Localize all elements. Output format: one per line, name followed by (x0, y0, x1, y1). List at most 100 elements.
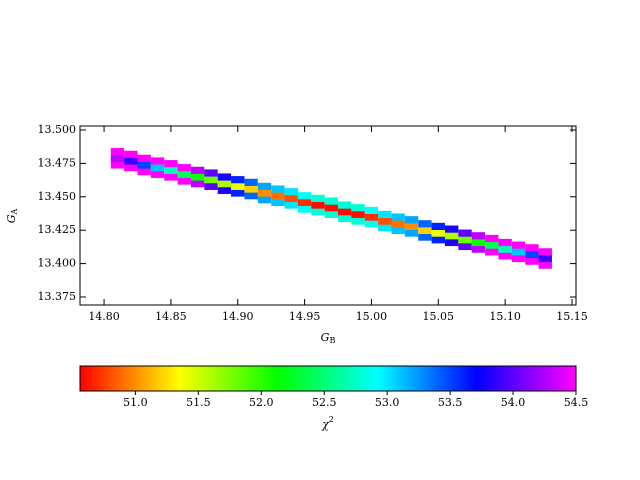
heat-cell (217, 173, 232, 181)
heat-cell (351, 210, 365, 219)
heat-cell (284, 188, 298, 196)
heat-cell (418, 220, 432, 228)
heat-cell (257, 189, 272, 197)
x-tick-label: 15.10 (489, 310, 521, 323)
colorbar-tick-label: 54.5 (564, 396, 589, 409)
y-label-main: G (5, 214, 18, 223)
y-label-sub: A (10, 208, 19, 215)
heat-cell (364, 206, 379, 214)
heat-cell (378, 210, 392, 219)
heat-cell (538, 261, 552, 269)
heat-cell (431, 236, 445, 244)
heat-cell (458, 236, 472, 244)
heat-cell (284, 194, 298, 202)
heat-cell (324, 210, 339, 219)
heat-cell (150, 157, 165, 165)
heat-cell (190, 173, 205, 181)
heat-cell (351, 217, 365, 225)
heat-cell (404, 229, 419, 237)
heat-cell (137, 161, 151, 169)
x-label-sub: B (329, 336, 335, 345)
heat-cell (364, 213, 379, 221)
heat-cell (418, 233, 432, 241)
heat-cell (231, 182, 245, 190)
heat-cell (297, 205, 312, 213)
heat-cell (177, 170, 191, 178)
heat-cell (511, 254, 526, 263)
colorbar-tick-label: 52.5 (312, 396, 337, 409)
heat-cell (338, 208, 352, 216)
x-tick-label: 15.00 (356, 310, 388, 323)
heat-cell (204, 176, 218, 184)
heat-cell (538, 254, 552, 263)
heat-cell (471, 238, 486, 247)
colorbar-tick-label: 53.0 (375, 396, 400, 409)
heat-cell (431, 222, 445, 231)
colorbar-tick-label: 51.5 (186, 396, 211, 409)
heat-cell (217, 186, 232, 194)
y-tick-label: 13.425 (38, 223, 77, 236)
heat-cell (297, 198, 312, 206)
heat-cell (338, 201, 352, 209)
heat-cell (271, 198, 285, 206)
heat-cell (164, 160, 178, 168)
x-tick-label: 14.80 (88, 310, 120, 323)
heat-cell (444, 225, 459, 233)
heat-cell (378, 217, 392, 225)
colorbar-tick-label: 53.5 (438, 396, 463, 409)
heat-cell (257, 196, 272, 204)
heat-cell (110, 154, 125, 162)
heat-cell (391, 226, 405, 235)
heat-cell (404, 216, 419, 224)
heat-cell (525, 244, 539, 252)
heat-cell (164, 166, 178, 174)
heat-cell (418, 226, 432, 235)
heat-cell (498, 252, 512, 260)
heat-cell (110, 161, 125, 169)
heat-cell (190, 180, 205, 188)
x-axis-label: GB (321, 331, 336, 345)
x-tick-label: 14.85 (155, 310, 187, 323)
heat-cell (498, 245, 512, 253)
colorbar-tick-label: 54.0 (501, 396, 526, 409)
heat-cell (324, 204, 339, 212)
heat-cell (204, 169, 218, 177)
heatmap (110, 148, 552, 269)
heat-cell (444, 232, 459, 240)
heat-cell (244, 178, 258, 186)
heat-cell (150, 164, 165, 172)
heat-cell (471, 245, 486, 253)
heat-cell (244, 192, 258, 200)
heat-cell (485, 234, 499, 243)
heat-cell (458, 229, 472, 237)
heat-cell (217, 180, 232, 188)
heat-cell (311, 194, 325, 202)
heat-cell (271, 192, 285, 200)
heat-cell (364, 220, 379, 228)
heat-cell (458, 242, 472, 251)
heat-cell (511, 241, 526, 249)
x-tick-label: 14.95 (289, 310, 321, 323)
heat-cell (297, 192, 312, 200)
heat-cell (190, 166, 205, 174)
colorbar-label: χ2 (321, 415, 334, 431)
heat-cell (231, 189, 245, 197)
heat-cell (137, 154, 151, 162)
heat-cell (485, 241, 499, 249)
heat-cell (391, 213, 405, 221)
y-tick-label: 13.450 (38, 190, 77, 203)
heat-cell (177, 177, 191, 185)
heat-cell (124, 150, 138, 158)
heat-cell (271, 185, 285, 193)
heat-cell (150, 170, 165, 178)
heat-cell (257, 182, 272, 190)
colorbar (79, 365, 577, 392)
x-label-main: G (321, 331, 330, 344)
x-tick-label: 14.90 (222, 310, 254, 323)
x-tick-label: 15.05 (423, 310, 455, 323)
cbar-label-sup: 2 (329, 415, 334, 424)
heat-cell (177, 164, 191, 172)
heat-cell (378, 224, 392, 232)
heat-cell (431, 229, 445, 237)
